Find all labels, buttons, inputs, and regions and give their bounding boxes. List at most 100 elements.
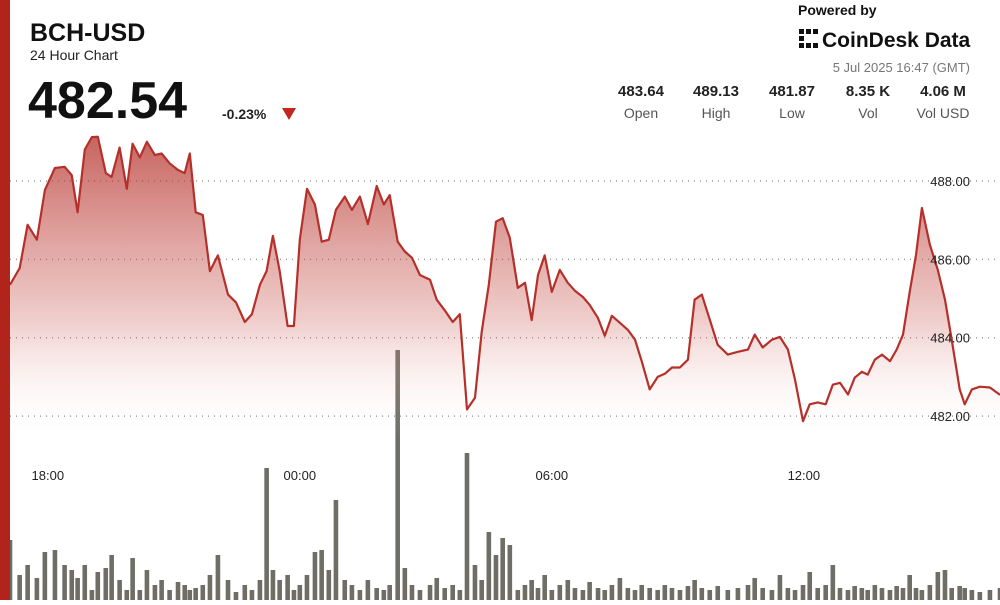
brand: CoinDesk Data (822, 29, 971, 52)
stat-value: 483.64 (618, 83, 665, 100)
volume-bar (304, 575, 310, 600)
volume-bar (270, 570, 276, 600)
volume-bar (557, 585, 563, 600)
volume-bar (859, 588, 865, 600)
symbol: BCH-USD (30, 19, 145, 47)
volume-bar (715, 586, 721, 600)
volume-bar (89, 590, 95, 600)
volume-bar (291, 590, 297, 600)
volume-bar (182, 585, 188, 600)
volume-bar (777, 575, 783, 600)
volume-bar (745, 585, 751, 600)
volume-bar (529, 580, 534, 600)
stats: 483.64 Open 489.13 High 481.87 Low 8.35 K Vol 4.… (618, 83, 969, 121)
volume-bar (326, 570, 332, 600)
volume-bar (522, 585, 528, 600)
volume-bar (25, 565, 30, 600)
volume-bar (387, 585, 393, 600)
volume-bar (395, 350, 400, 600)
volume-bar (69, 570, 75, 600)
volume-bar (800, 585, 806, 600)
volume-bar (175, 582, 181, 600)
volume-bar (935, 572, 941, 600)
volume-bar (109, 555, 114, 600)
volume-bar (152, 585, 158, 600)
volume-bar (82, 565, 88, 600)
last-price: 482.54 (28, 72, 187, 130)
y-tick-label: 482.00 (930, 409, 970, 424)
down-arrow (282, 108, 296, 120)
volume-bar (34, 578, 40, 600)
volume-bar (515, 590, 521, 600)
volume-bar (845, 590, 851, 600)
x-tick-label: 06:00 (536, 468, 569, 483)
volume-bar (357, 590, 363, 600)
volume-bar (381, 590, 387, 600)
stat-value: 8.35 K (846, 83, 890, 100)
x-tick-label: 18:00 (32, 468, 65, 483)
volume-bar (617, 578, 623, 600)
volume-bar (785, 588, 791, 600)
volume-bar (264, 468, 269, 600)
volume-bar (130, 558, 135, 600)
volume-bar (865, 590, 870, 600)
volume-bar (409, 585, 415, 600)
volume-bar (927, 585, 933, 600)
volume-bar (632, 590, 638, 600)
volume-bar (677, 590, 683, 600)
volume-bar (587, 582, 592, 600)
volume-bar (699, 588, 705, 600)
volume-bar (285, 575, 290, 600)
volume-bar (493, 555, 499, 600)
volume-bar (417, 590, 423, 600)
volume-bar (647, 588, 652, 600)
price-line (9, 135, 1000, 423)
label-layer: 482.00 484.00 486.00 488.00 18:00 00:00 06:00 1… (32, 174, 970, 483)
volume-bar (685, 586, 691, 600)
volume-bar (900, 588, 906, 600)
stat-label: High (702, 105, 731, 121)
y-tick-label: 488.00 (930, 174, 970, 189)
volume-bar (987, 590, 993, 600)
volume-bar (137, 590, 143, 600)
volume-bar (75, 578, 80, 600)
stat-label: Open (624, 105, 658, 121)
stat-value: 481.87 (769, 83, 815, 100)
volume-bar (807, 572, 813, 600)
volume-bar (500, 538, 505, 600)
volume-bar (625, 588, 631, 600)
volume-bar (535, 588, 541, 600)
volume-bar (894, 586, 899, 600)
stat-value: 489.13 (693, 83, 739, 100)
x-tick-label: 00:00 (284, 468, 317, 483)
volume-bar (365, 580, 371, 600)
volume-bar (464, 453, 470, 600)
volume-bar (333, 500, 339, 600)
y-tick-label: 486.00 (930, 252, 970, 267)
stat-label: Vol USD (917, 105, 970, 121)
volume-bar (257, 580, 263, 600)
volume-bar (692, 580, 697, 600)
volume-bar (815, 588, 821, 600)
volume-bar (319, 550, 324, 600)
volume-bar (669, 588, 675, 600)
change: -0.23% (222, 106, 267, 122)
volume-bar (957, 586, 962, 600)
volume-bar (830, 565, 836, 600)
volume-bar (144, 570, 150, 600)
volume-bar (457, 590, 463, 600)
volume-bar (442, 588, 448, 600)
volume-bar (167, 590, 172, 600)
volume-bar (962, 588, 968, 600)
y-tick-label: 484.00 (930, 331, 970, 346)
volume-bar (52, 550, 58, 600)
volume-bar (277, 580, 282, 600)
volume-bar (472, 565, 478, 600)
volume-bar (207, 575, 213, 600)
volume-bar (242, 585, 248, 600)
volume-bar (852, 586, 857, 600)
stat-label: Vol (858, 105, 877, 121)
volume-bar (62, 565, 67, 600)
volume-bar (942, 570, 948, 600)
price-area (10, 136, 1000, 440)
